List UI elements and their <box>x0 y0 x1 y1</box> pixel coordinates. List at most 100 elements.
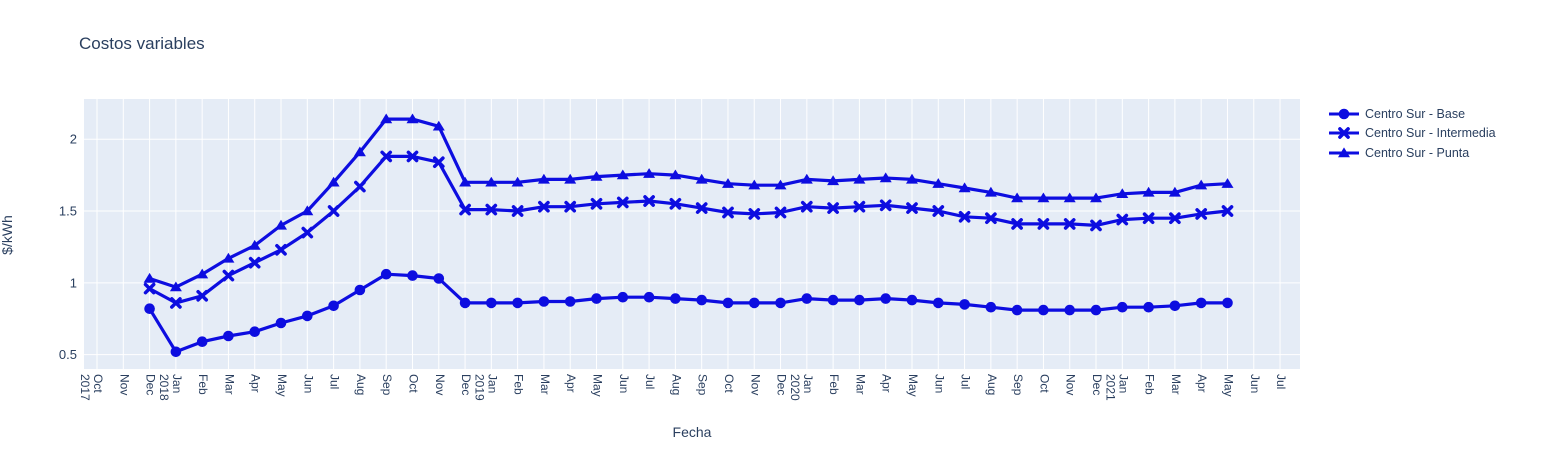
data-point[interactable] <box>827 294 839 306</box>
data-point[interactable] <box>827 202 839 214</box>
data-point[interactable] <box>1037 192 1050 203</box>
data-point[interactable] <box>617 291 629 303</box>
data-point[interactable] <box>827 175 840 186</box>
data-point[interactable] <box>485 203 498 216</box>
data-point[interactable] <box>1011 218 1023 230</box>
data-point[interactable] <box>775 297 786 309</box>
data-point[interactable] <box>696 294 707 306</box>
data-point[interactable] <box>170 297 182 309</box>
data-point[interactable] <box>932 178 945 188</box>
data-point[interactable] <box>222 252 235 263</box>
data-point[interactable] <box>749 297 760 309</box>
data-point[interactable] <box>879 172 892 183</box>
data-point[interactable] <box>1116 188 1129 198</box>
data-point[interactable] <box>301 226 314 239</box>
data-point[interactable] <box>511 205 524 217</box>
data-point[interactable] <box>1338 147 1350 157</box>
data-point[interactable] <box>933 297 944 309</box>
data-point[interactable] <box>380 150 393 163</box>
data-point[interactable] <box>1037 218 1050 230</box>
data-point[interactable] <box>984 186 997 197</box>
data-point[interactable] <box>301 205 314 216</box>
data-point[interactable] <box>590 197 603 210</box>
data-point[interactable] <box>196 268 209 279</box>
data-point[interactable] <box>985 212 997 225</box>
legend-item-centro-sur-punta[interactable]: Centro Sur - Punta <box>1328 143 1496 163</box>
data-point[interactable] <box>1090 192 1102 203</box>
data-point[interactable] <box>275 243 287 256</box>
data-point[interactable] <box>853 173 866 184</box>
data-point[interactable] <box>616 196 629 209</box>
data-point[interactable] <box>432 156 445 169</box>
data-point[interactable] <box>1195 297 1207 309</box>
data-point[interactable] <box>223 330 234 342</box>
data-point[interactable] <box>669 197 682 210</box>
data-point[interactable] <box>853 200 866 213</box>
data-point[interactable] <box>169 281 182 292</box>
data-point[interactable] <box>1063 192 1076 203</box>
data-point[interactable] <box>959 299 970 310</box>
data-point[interactable] <box>143 282 156 295</box>
data-point[interactable] <box>1038 304 1049 316</box>
data-point[interactable] <box>643 168 656 178</box>
data-point[interactable] <box>643 291 655 303</box>
data-point[interactable] <box>1169 300 1181 312</box>
data-point[interactable] <box>459 176 472 187</box>
data-point[interactable] <box>354 180 366 193</box>
data-point[interactable] <box>590 171 603 181</box>
data-point[interactable] <box>1064 304 1075 316</box>
data-point[interactable] <box>722 206 734 219</box>
data-point[interactable] <box>932 205 945 217</box>
data-point[interactable] <box>1338 127 1350 140</box>
data-point[interactable] <box>1195 208 1208 220</box>
data-point[interactable] <box>248 256 261 269</box>
data-point[interactable] <box>170 346 182 358</box>
data-point[interactable] <box>222 269 235 282</box>
data-point[interactable] <box>380 268 392 280</box>
data-point[interactable] <box>1221 205 1234 217</box>
data-point[interactable] <box>486 297 497 309</box>
data-point[interactable] <box>800 200 813 213</box>
data-point[interactable] <box>196 289 209 302</box>
data-point[interactable] <box>302 310 313 322</box>
data-point[interactable] <box>906 202 918 214</box>
data-point[interactable] <box>958 182 971 193</box>
data-point[interactable] <box>564 173 577 184</box>
data-point[interactable] <box>353 146 366 157</box>
data-point[interactable] <box>1090 304 1102 316</box>
data-point[interactable] <box>591 293 602 304</box>
data-point[interactable] <box>906 294 918 306</box>
data-point[interactable] <box>275 317 287 329</box>
data-point[interactable] <box>511 176 524 187</box>
data-point[interactable] <box>275 219 287 230</box>
data-point[interactable] <box>774 179 787 190</box>
data-point[interactable] <box>774 206 787 219</box>
data-point[interactable] <box>1117 301 1128 313</box>
series-centro-sur-intermedia[interactable] <box>143 150 1234 309</box>
data-point[interactable] <box>380 113 393 124</box>
data-point[interactable] <box>537 173 550 184</box>
data-point[interactable] <box>800 173 813 184</box>
data-point[interactable] <box>1221 178 1234 188</box>
data-point[interactable] <box>512 297 523 309</box>
data-point[interactable] <box>1169 212 1181 225</box>
legend-item-centro-sur-intermedia[interactable]: Centro Sur - Intermedia <box>1328 124 1496 144</box>
data-point[interactable] <box>1222 297 1233 309</box>
data-point[interactable] <box>1142 186 1155 197</box>
data-point[interactable] <box>748 179 761 190</box>
data-point[interactable] <box>669 169 682 180</box>
data-point[interactable] <box>406 150 419 163</box>
data-point[interactable] <box>249 326 260 338</box>
data-point[interactable] <box>485 176 498 187</box>
data-point[interactable] <box>459 203 471 216</box>
data-point[interactable] <box>1338 108 1350 120</box>
data-point[interactable] <box>1142 212 1155 225</box>
data-point[interactable] <box>879 199 892 212</box>
data-point[interactable] <box>433 273 445 284</box>
data-point[interactable] <box>354 284 366 296</box>
data-point[interactable] <box>616 169 629 180</box>
data-point[interactable] <box>1168 186 1181 197</box>
data-point[interactable] <box>1063 218 1076 230</box>
plot-area[interactable] <box>84 99 1300 369</box>
